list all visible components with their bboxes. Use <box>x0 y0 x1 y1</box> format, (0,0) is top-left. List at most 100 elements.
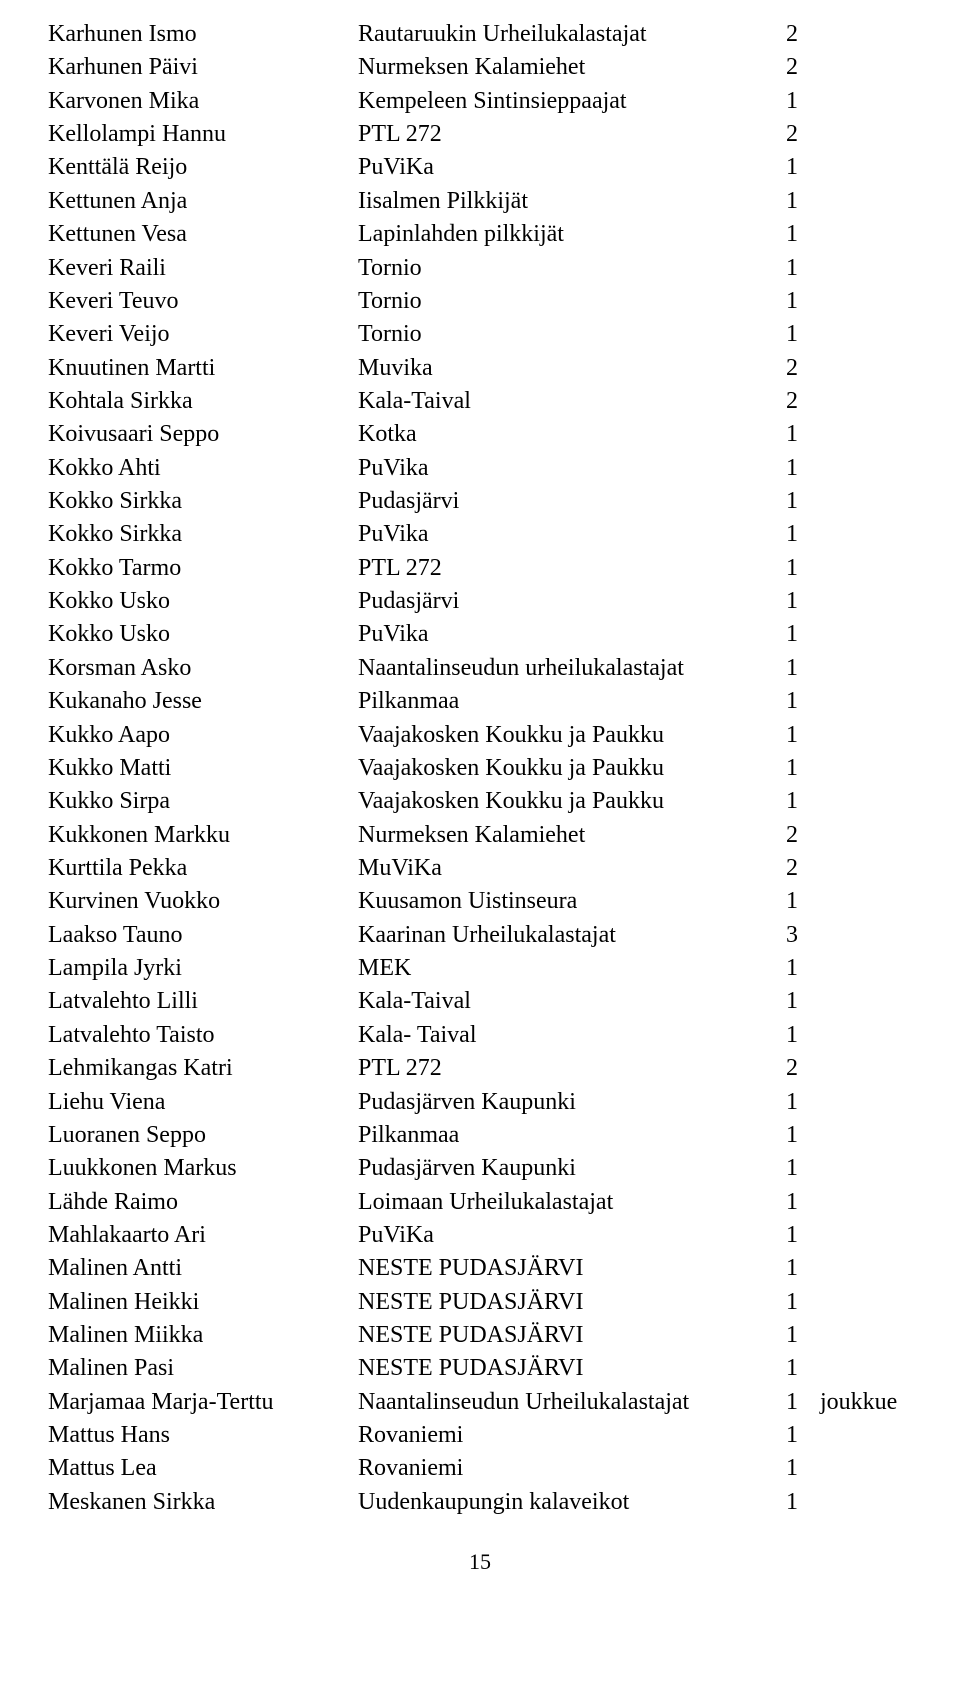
club-name: Pudasjärvi <box>358 485 780 518</box>
person-name: Malinen Heikki <box>48 1286 358 1319</box>
person-name: Lampila Jyrki <box>48 952 358 985</box>
count-value: 1 <box>780 1452 812 1485</box>
club-name: Pudasjärven Kaupunki <box>358 1152 780 1185</box>
count-value: 1 <box>780 518 812 551</box>
club-name: Nurmeksen Kalamiehet <box>358 51 780 84</box>
club-name: MuViKa <box>358 852 780 885</box>
count-value: 1 <box>780 85 812 118</box>
table-row: Kurvinen VuokkoKuusamon Uistinseura1 <box>48 885 912 918</box>
table-row: Karhunen PäiviNurmeksen Kalamiehet2 <box>48 51 912 84</box>
club-name: PuVika <box>358 452 780 485</box>
table-row: Kukanaho JessePilkanmaa1 <box>48 685 912 718</box>
count-value: 1 <box>780 1119 812 1152</box>
count-value: 1 <box>780 719 812 752</box>
person-name: Kurttila Pekka <box>48 852 358 885</box>
club-name: Rautaruukin Urheilukalastajat <box>358 18 780 51</box>
table-row: Marjamaa Marja-TerttuNaantalinseudun Urh… <box>48 1386 912 1419</box>
count-value: 1 <box>780 1486 812 1519</box>
person-name: Kohtala Sirkka <box>48 385 358 418</box>
person-name: Karhunen Ismo <box>48 18 358 51</box>
club-name: Pudasjärven Kaupunki <box>358 1086 780 1119</box>
club-name: Rovaniemi <box>358 1419 780 1452</box>
club-name: Uudenkaupungin kalaveikot <box>358 1486 780 1519</box>
table-row: Kukkonen MarkkuNurmeksen Kalamiehet2 <box>48 819 912 852</box>
table-row: Kettunen AnjaIisalmen Pilkkijät1 <box>48 185 912 218</box>
table-row: Latvalehto LilliKala-Taival1 <box>48 985 912 1018</box>
club-name: Kotka <box>358 418 780 451</box>
person-name: Lähde Raimo <box>48 1186 358 1219</box>
person-name: Malinen Pasi <box>48 1352 358 1385</box>
table-row: Keveri RailiTornio1 <box>48 252 912 285</box>
person-name: Mattus Lea <box>48 1452 358 1485</box>
person-name: Koivusaari Seppo <box>48 418 358 451</box>
person-name: Laakso Tauno <box>48 919 358 952</box>
table-row: Luoranen SeppoPilkanmaa1 <box>48 1119 912 1152</box>
count-value: 2 <box>780 819 812 852</box>
person-name: Kokko Usko <box>48 585 358 618</box>
table-row: Liehu VienaPudasjärven Kaupunki1 <box>48 1086 912 1119</box>
person-name: Kukkonen Markku <box>48 819 358 852</box>
count-value: 1 <box>780 585 812 618</box>
table-row: Kokko UskoPudasjärvi1 <box>48 585 912 618</box>
table-row: Kokko SirkkaPudasjärvi1 <box>48 485 912 518</box>
club-name: PuVika <box>358 518 780 551</box>
club-name: PTL 272 <box>358 1052 780 1085</box>
count-value: 1 <box>780 1252 812 1285</box>
count-value: 2 <box>780 118 812 151</box>
person-name: Kettunen Anja <box>48 185 358 218</box>
person-name: Marjamaa Marja-Terttu <box>48 1386 358 1419</box>
club-name: Lapinlahden pilkkijät <box>358 218 780 251</box>
count-value: 1 <box>780 151 812 184</box>
club-name: PuViKa <box>358 1219 780 1252</box>
count-value: 1 <box>780 1186 812 1219</box>
count-value: 1 <box>780 218 812 251</box>
table-row: Malinen AnttiNESTE PUDASJÄRVI1 <box>48 1252 912 1285</box>
count-value: 1 <box>780 652 812 685</box>
person-name: Lehmikangas Katri <box>48 1052 358 1085</box>
person-name: Luoranen Seppo <box>48 1119 358 1152</box>
person-name: Kurvinen Vuokko <box>48 885 358 918</box>
club-name: Naantalinseudun urheilukalastajat <box>358 652 780 685</box>
count-value: 2 <box>780 1052 812 1085</box>
table-row: Keveri VeijoTornio1 <box>48 318 912 351</box>
table-row: Karvonen MikaKempeleen Sintinsieppaajat1 <box>48 85 912 118</box>
club-name: Kuusamon Uistinseura <box>358 885 780 918</box>
count-value: 1 <box>780 1319 812 1352</box>
table-row: Malinen PasiNESTE PUDASJÄRVI1 <box>48 1352 912 1385</box>
club-name: PuVika <box>358 618 780 651</box>
club-name: Kempeleen Sintinsieppaajat <box>358 85 780 118</box>
person-name: Kellolampi Hannu <box>48 118 358 151</box>
person-name: Mahlakaarto Ari <box>48 1219 358 1252</box>
club-name: Tornio <box>358 252 780 285</box>
person-name: Karhunen Päivi <box>48 51 358 84</box>
table-row: Knuutinen MarttiMuvika2 <box>48 352 912 385</box>
count-value: 1 <box>780 1019 812 1052</box>
table-row: Lehmikangas KatriPTL 2722 <box>48 1052 912 1085</box>
table-row: Kettunen VesaLapinlahden pilkkijät1 <box>48 218 912 251</box>
club-name: Vaajakosken Koukku ja Paukku <box>358 719 780 752</box>
count-value: 1 <box>780 885 812 918</box>
person-name: Kokko Ahti <box>48 452 358 485</box>
count-value: 1 <box>780 318 812 351</box>
person-name: Kokko Sirkka <box>48 485 358 518</box>
count-value: 1 <box>780 1352 812 1385</box>
table-row: Mahlakaarto AriPuViKa1 <box>48 1219 912 1252</box>
table-row: Kenttälä ReijoPuViKa1 <box>48 151 912 184</box>
count-value: 1 <box>780 1219 812 1252</box>
club-name: NESTE PUDASJÄRVI <box>358 1352 780 1385</box>
table-row: Kokko UskoPuVika1 <box>48 618 912 651</box>
table-row: Kukko MattiVaajakosken Koukku ja Paukku1 <box>48 752 912 785</box>
club-name: Rovaniemi <box>358 1452 780 1485</box>
club-name: Kaarinan Urheilukalastajat <box>358 919 780 952</box>
count-value: 2 <box>780 51 812 84</box>
count-value: 1 <box>780 1286 812 1319</box>
count-value: 2 <box>780 852 812 885</box>
table-row: Latvalehto TaistoKala- Taival1 <box>48 1019 912 1052</box>
person-name: Korsman Asko <box>48 652 358 685</box>
person-name: Kokko Usko <box>48 618 358 651</box>
club-name: NESTE PUDASJÄRVI <box>358 1286 780 1319</box>
person-name: Kukanaho Jesse <box>48 685 358 718</box>
club-name: PuViKa <box>358 151 780 184</box>
person-name: Kenttälä Reijo <box>48 151 358 184</box>
person-name: Kukko Aapo <box>48 719 358 752</box>
